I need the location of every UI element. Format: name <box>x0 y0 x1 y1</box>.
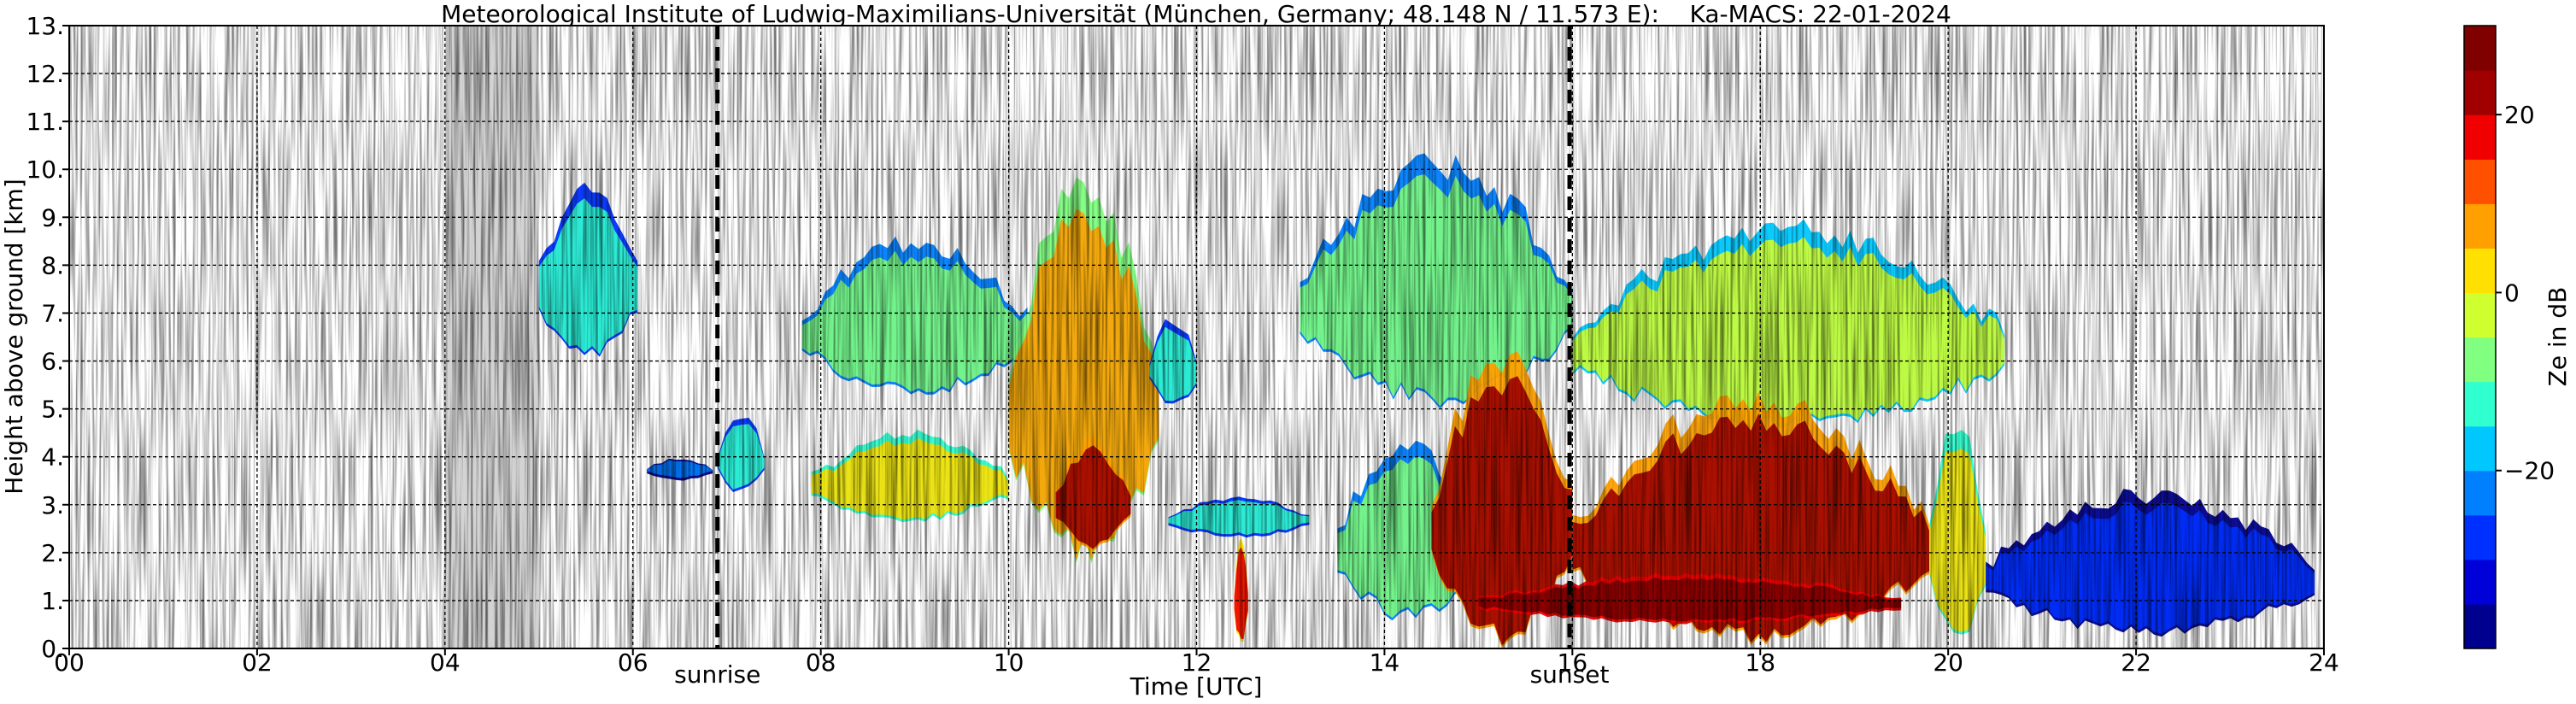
colorbar-tick-label: 0 <box>2504 279 2520 307</box>
colorbar-segment <box>2464 425 2496 472</box>
x-tick-label: 10 <box>994 648 1024 677</box>
event-lines: sunrise sunset <box>674 26 1609 689</box>
y-tick-label: 9. <box>41 203 64 232</box>
colorbar-segment <box>2464 337 2496 383</box>
y-tick-label: 2. <box>41 539 64 567</box>
colorbar-segment <box>2464 159 2496 204</box>
colorbar-segment <box>2464 26 2496 71</box>
x-tick-label: 12 <box>1182 648 1212 677</box>
y-tick-label: 5. <box>41 396 64 424</box>
sunset-label: sunset <box>1530 660 1610 689</box>
y-tick-label: 0. <box>41 635 64 663</box>
x-tick-label: 08 <box>806 648 836 677</box>
colorbar-tick-label: 20 <box>2504 101 2535 129</box>
y-tick-label: 11. <box>26 108 64 136</box>
y-axis: 0. 1. 2. 3. 4. 5. 6. 7. 8. 9. 10. 11. 12. 13. <box>26 12 69 663</box>
colorbar-label: Ze in dB <box>2544 287 2572 387</box>
colorbar-segment <box>2464 603 2496 649</box>
y-tick-label: 13. <box>26 12 64 40</box>
colorbar-segment <box>2464 70 2496 115</box>
x-tick-label: 00 <box>54 648 85 677</box>
plot-area: sunrise sunset <box>68 25 2325 689</box>
colorbar-segment <box>2464 514 2496 560</box>
x-tick-label: 16 <box>1558 648 1588 677</box>
x-tick-label: 24 <box>2309 648 2339 677</box>
x-tick-label: 18 <box>1745 648 1775 677</box>
x-tick-label: 14 <box>1370 648 1400 677</box>
x-tick-label: 06 <box>618 648 648 677</box>
sunrise-label: sunrise <box>674 660 760 689</box>
y-tick-label: 4. <box>41 443 64 472</box>
y-tick-label: 10. <box>26 155 64 184</box>
y-tick-label: 1. <box>41 587 64 615</box>
grid-lines <box>69 26 2324 648</box>
x-axis-label: Time [UTC] <box>1130 672 1263 701</box>
x-tick-label: 20 <box>1933 648 1963 677</box>
y-axis-label: Height above ground [km] <box>0 179 28 495</box>
colorbar: 20 0 −20 <box>2463 25 2555 649</box>
x-tick-label: 02 <box>242 648 273 677</box>
colorbar-tick-label: −20 <box>2504 457 2555 485</box>
colorbar-segment <box>2464 559 2496 605</box>
y-tick-label: 8. <box>41 251 64 279</box>
colorbar-frame <box>2463 25 2497 649</box>
x-axis: 00 02 04 06 08 10 12 14 16 18 20 22 24 <box>54 648 2339 677</box>
colorbar-segment <box>2464 292 2496 338</box>
colorbar-segment <box>2464 248 2496 294</box>
y-tick-label: 7. <box>41 299 64 327</box>
colorbar-segment <box>2464 114 2496 160</box>
y-tick-label: 6. <box>41 348 64 376</box>
chart-title: Meteorological Institute of Ludwig-Maxim… <box>441 0 1951 28</box>
y-tick-label: 12. <box>26 60 64 88</box>
colorbar-segment <box>2464 203 2496 249</box>
x-tick-label: 04 <box>430 648 461 677</box>
colorbar-segment <box>2464 470 2496 516</box>
y-tick-label: 3. <box>41 491 64 519</box>
x-tick-label: 22 <box>2121 648 2151 677</box>
colorbar-segment <box>2464 381 2496 427</box>
